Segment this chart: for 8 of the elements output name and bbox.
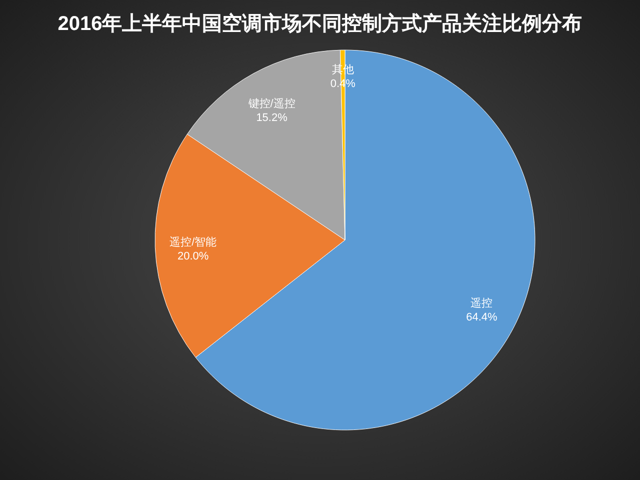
slice-label: 遥控/智能 <box>170 236 217 249</box>
data-label: 64.4% <box>466 311 498 324</box>
data-label: 15.2% <box>256 112 288 124</box>
slice-label: 遥控 <box>470 296 493 310</box>
chart-title: 2016年上半年中国空调市场不同控制方式产品关注比例分布 <box>58 12 582 35</box>
data-label: 20.0% <box>178 250 209 263</box>
slice-label: 键控/遥控 <box>247 96 296 110</box>
data-label: 0.4% <box>330 78 356 90</box>
